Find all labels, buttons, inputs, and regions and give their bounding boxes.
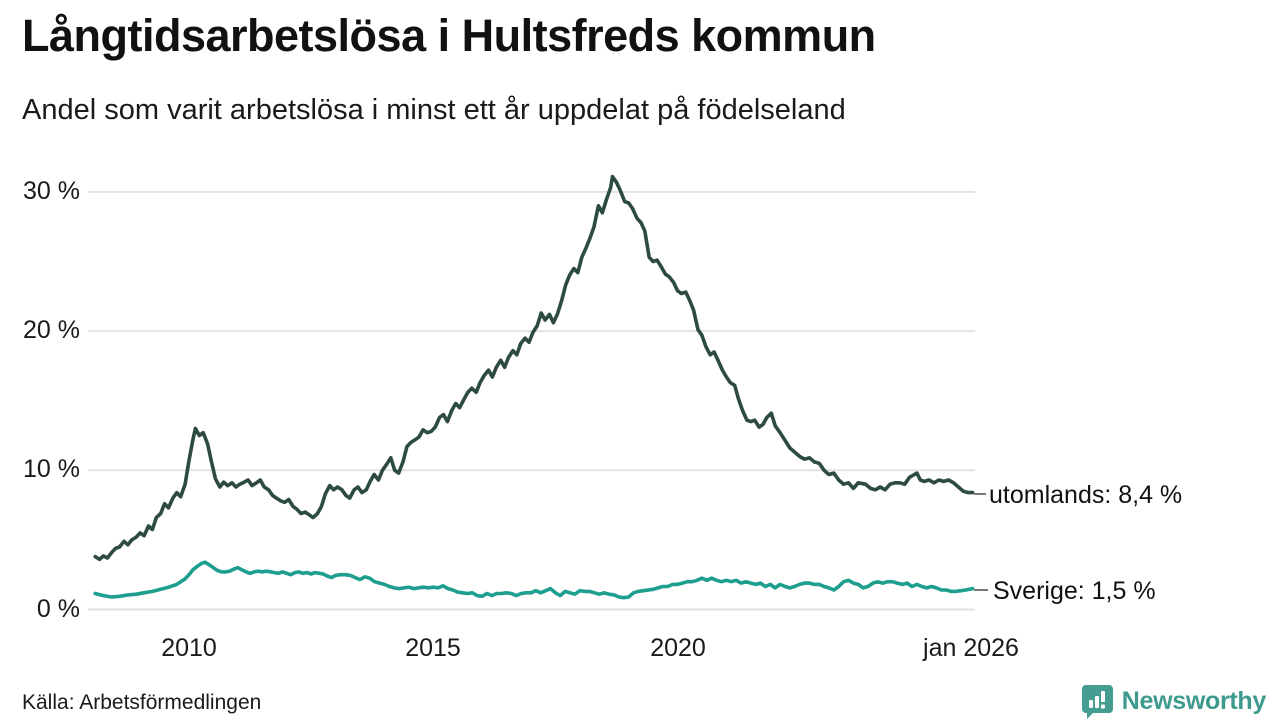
newsworthy-brand: Newsworthy bbox=[1081, 683, 1266, 719]
x-tick-label-2015: 2015 bbox=[405, 634, 461, 662]
y-tick-label-0: 0 % bbox=[36, 594, 80, 623]
utomlands-label-connector bbox=[974, 493, 986, 495]
page-subtitle: Andel som varit arbetslösa i minst ett å… bbox=[22, 94, 846, 126]
x-tick-label-2026: jan 2026 bbox=[923, 634, 1019, 662]
sverige-label-connector bbox=[974, 589, 988, 591]
series-label-sverige: Sverige: 1,5 % bbox=[993, 577, 1156, 605]
series-line-Sverige bbox=[93, 560, 975, 600]
y-tick-label-20: 20 % bbox=[23, 316, 80, 345]
page-title: Långtidsarbetslösa i Hultsfreds kommun bbox=[22, 10, 876, 61]
series-line-utomlands bbox=[93, 174, 975, 562]
x-tick-label-2010: 2010 bbox=[161, 634, 217, 662]
y-tick-label-10: 10 % bbox=[23, 455, 80, 484]
x-tick-label-2020: 2020 bbox=[650, 634, 706, 662]
newsworthy-brand-text: Newsworthy bbox=[1121, 686, 1267, 715]
source-note: Källa: Arbetsförmedlingen bbox=[22, 691, 262, 714]
y-tick-label-30: 30 % bbox=[23, 176, 80, 205]
newsworthy-logo-icon bbox=[1081, 683, 1114, 719]
series-label-utomlands: utomlands: 8,4 % bbox=[989, 481, 1183, 509]
